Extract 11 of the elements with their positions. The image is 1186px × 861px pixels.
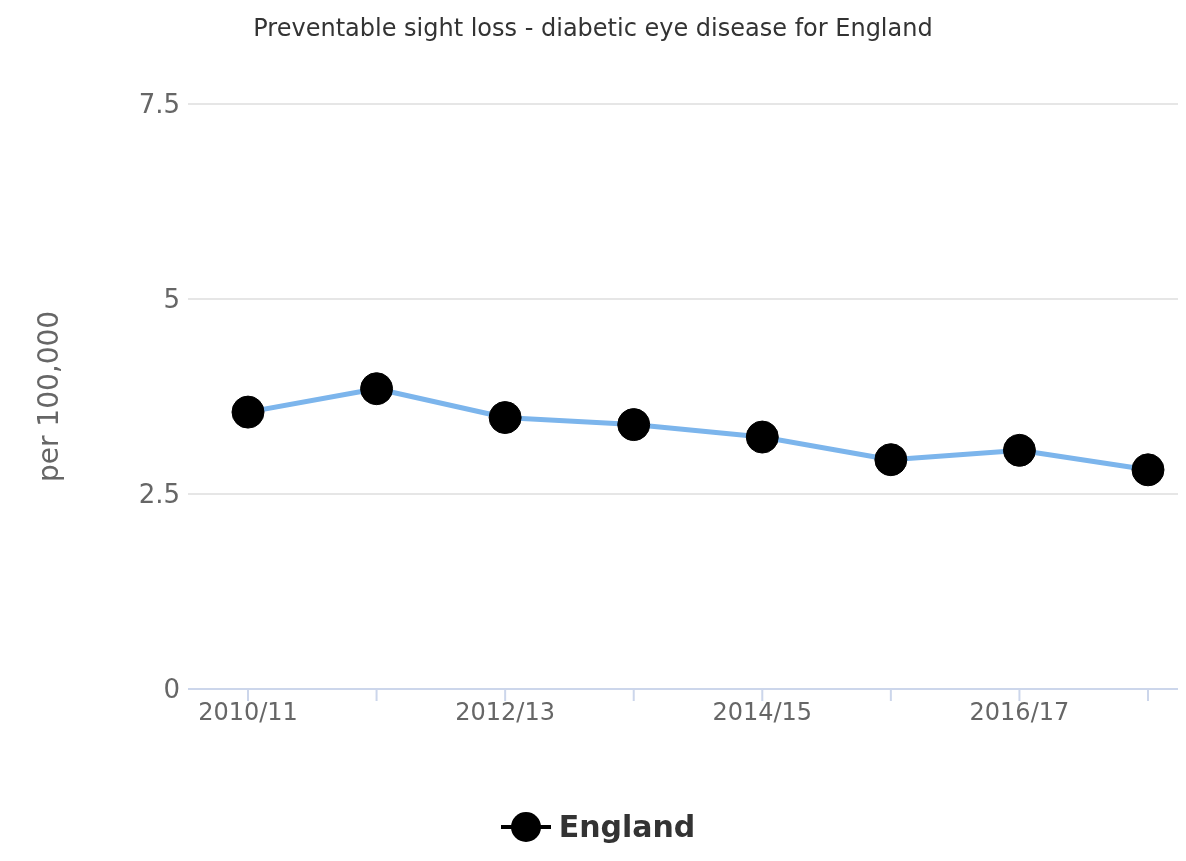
y-tick-label: 0	[163, 674, 180, 705]
x-tick-label: 2010/11	[198, 698, 298, 727]
x-tick-label: 2012/13	[455, 698, 555, 727]
y-axis-title: per 100,000	[31, 310, 65, 483]
y-tick-label: 7.5	[138, 89, 180, 120]
x-tick-label: 2016/17	[969, 698, 1070, 727]
y-tick-label: 5	[163, 284, 180, 315]
x-tick-label: 2014/15	[712, 698, 813, 727]
chart-title: Preventable sight loss - diabetic eye disease for England	[252, 13, 934, 44]
y-tick-label: 2.5	[138, 479, 180, 510]
legend-label: England	[558, 809, 696, 844]
